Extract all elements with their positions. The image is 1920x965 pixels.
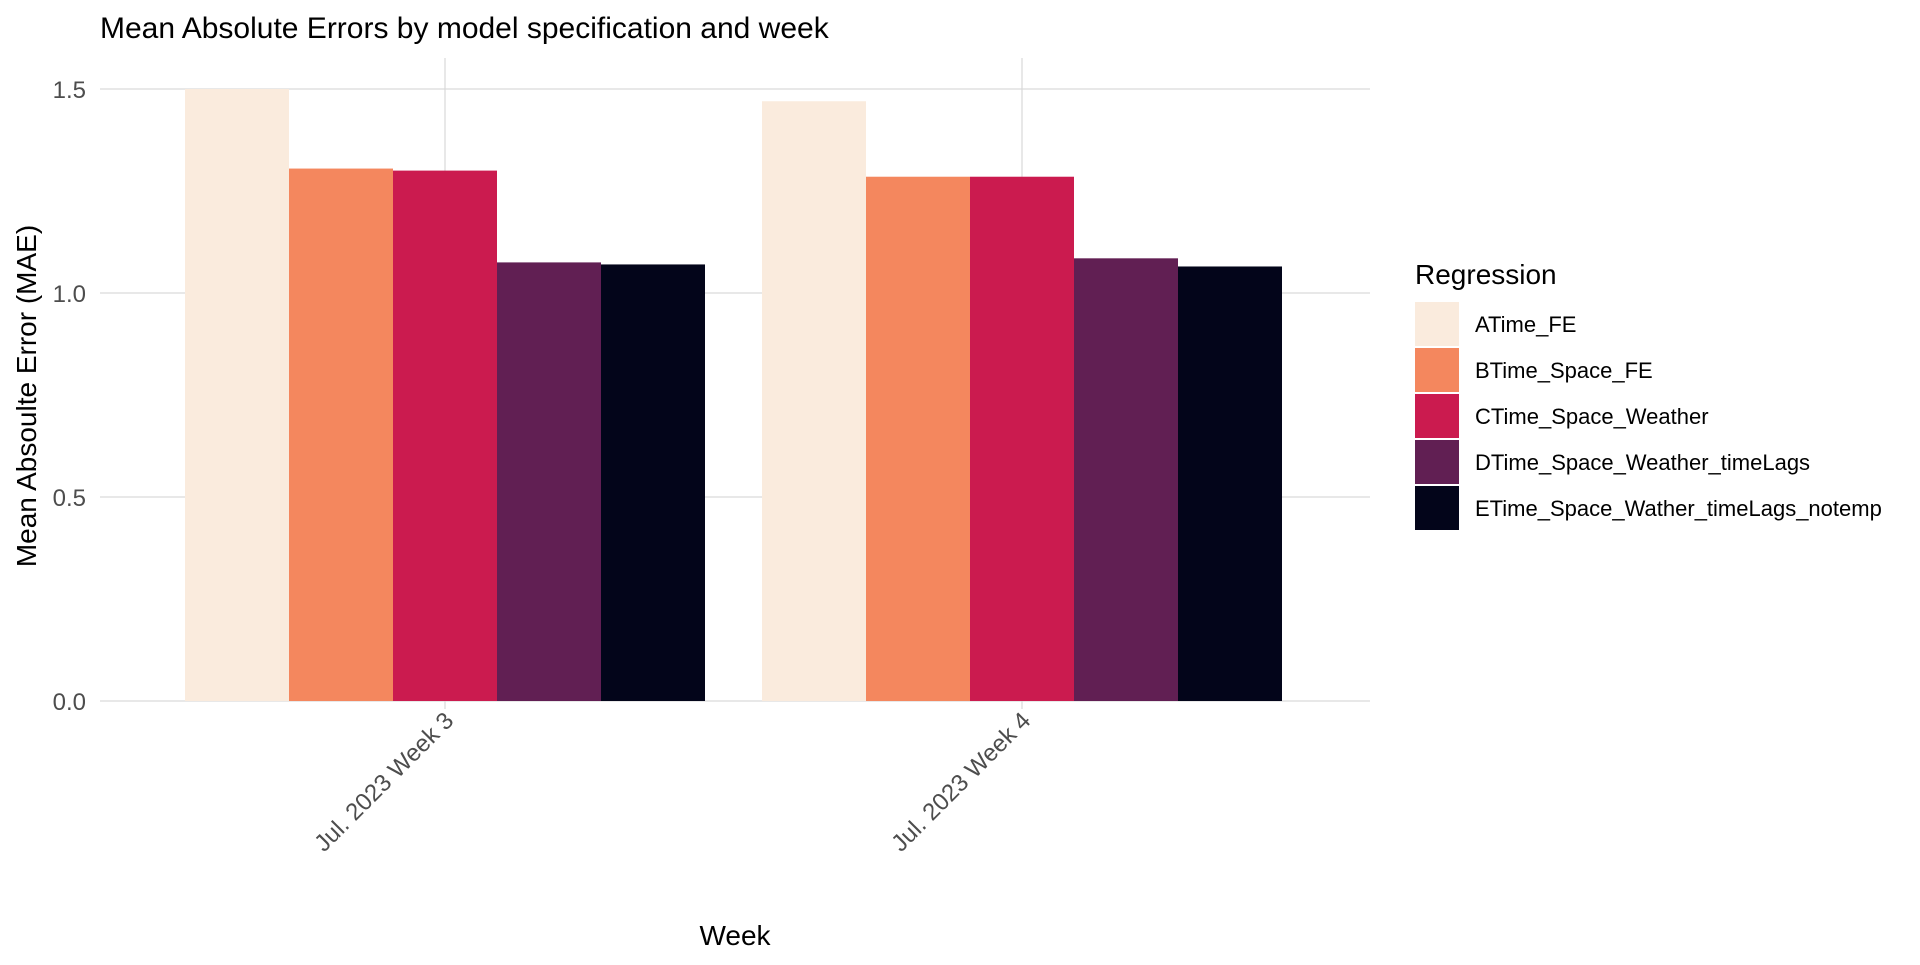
legend-label: BTime_Space_FE — [1475, 358, 1653, 383]
legend-label: ETime_Space_Wather_timeLags_notemp — [1475, 496, 1882, 521]
bar — [393, 170, 497, 702]
legend-label: ATime_FE — [1475, 312, 1576, 337]
legend-items: ATime_FE BTime_Space_FE CTime_Space_Weathe… — [1415, 302, 1882, 530]
legend-swatch — [1415, 486, 1459, 530]
bar — [497, 262, 601, 701]
x-tick-label: Jul. 2023 Week 4 — [886, 707, 1036, 857]
bar — [185, 89, 289, 701]
y-tick-label: 1.5 — [53, 77, 86, 104]
x-tick-label: Jul. 2023 Week 3 — [309, 707, 459, 857]
y-tick-label: 0.0 — [53, 689, 86, 716]
x-axis-ticks: Jul. 2023 Week 3 Jul. 2023 Week 4 — [309, 707, 1036, 857]
chart-title: Mean Absolute Errors by model specificat… — [100, 12, 830, 45]
bar — [601, 264, 705, 701]
bar — [1178, 266, 1282, 701]
legend-title: Regression — [1415, 259, 1557, 290]
legend-label: CTime_Space_Weather — [1475, 404, 1709, 429]
bar — [866, 176, 970, 702]
legend-swatch — [1415, 348, 1459, 392]
legend-label: DTime_Space_Weather_timeLags — [1475, 450, 1810, 475]
legend-swatch — [1415, 440, 1459, 484]
x-axis-label: Week — [699, 920, 771, 951]
legend: Regression ATime_FE BTime_Space_FE CTime_S… — [1415, 259, 1882, 530]
y-tick-label: 0.5 — [53, 485, 86, 512]
y-axis-ticks: 0.0 0.5 1.0 1.5 — [53, 77, 86, 716]
bar — [1074, 258, 1178, 701]
legend-swatch — [1415, 302, 1459, 346]
y-axis-label: Mean Absoulte Error (MAE) — [11, 225, 42, 567]
bar — [289, 168, 393, 701]
bar — [970, 176, 1074, 702]
y-tick-label: 1.0 — [53, 281, 86, 308]
legend-swatch — [1415, 394, 1459, 438]
bar — [762, 101, 866, 702]
bars — [185, 89, 1282, 702]
